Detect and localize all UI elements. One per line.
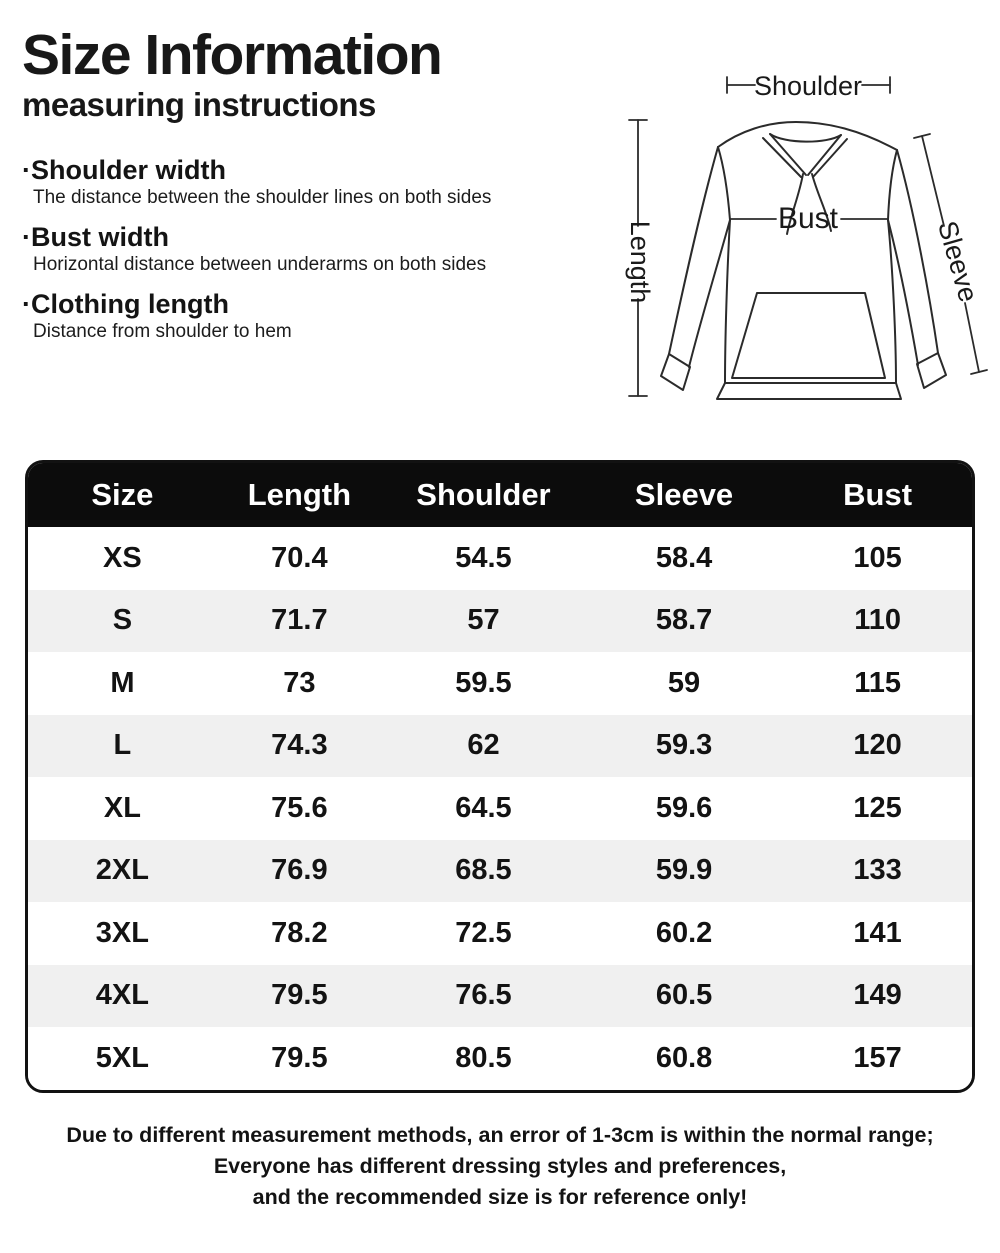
cell-size: 4XL (95, 979, 149, 1012)
instruction-bust-width: ·Bust width Horizontal distance between … (22, 222, 612, 277)
cell-size: S (112, 604, 133, 637)
hoodie-outline (660, 121, 947, 400)
cell-shoulder: 62 (467, 729, 500, 762)
cell-size: XL (103, 791, 141, 824)
bust-label: Bust (778, 202, 839, 235)
cell-shoulder: 64.5 (455, 791, 512, 824)
table-header-row: Size Length Shoulder Sleeve Bust (28, 463, 972, 527)
cell-sleeve: 60.2 (655, 916, 713, 949)
page-subtitle: measuring instructions (22, 86, 376, 124)
sleeve-measure-line (913, 133, 988, 375)
hoodie-drawing: Shoulder Length Sleeve Bus (625, 71, 988, 400)
disclaimer-line: Everyone has different dressing styles a… (213, 1154, 787, 1179)
bullet-glyph: · (22, 222, 31, 253)
size-table: Size Length Shoulder Sleeve Bust XS 70.4… (28, 463, 972, 1090)
instruction-description: Horizontal distance between underarms on… (33, 254, 487, 276)
cell-length: 76.9 (271, 854, 328, 887)
sleeve-label: Sleeve (932, 218, 984, 306)
shoulder-label: Shoulder (754, 71, 862, 101)
cell-sleeve: 58.7 (655, 604, 713, 637)
cell-bust: 133 (853, 854, 902, 887)
column-header-length: Length (216, 463, 382, 527)
bullet-glyph: · (22, 288, 31, 319)
table-row-4xl: 4XL 79.5 76.5 60.5 149 (28, 964, 972, 1027)
disclaimer-line: and the recommended size is for referenc… (252, 1185, 748, 1210)
cell-bust: 125 (853, 791, 902, 824)
disclaimer-line: Due to different measurement methods, an… (66, 1123, 934, 1147)
table-row-5xl: 5XL 79.5 80.5 60.8 157 (28, 1027, 972, 1090)
cell-size: 2XL (95, 854, 149, 887)
measuring-instructions-list: ·Shoulder width The distance between the… (22, 155, 612, 344)
cell-length: 71.7 (271, 604, 328, 637)
cell-bust: 141 (853, 916, 902, 949)
table-row-l: L 74.3 62 59.3 120 (28, 714, 972, 777)
cell-length: 79.5 (271, 1041, 328, 1074)
instruction-term-text: Clothing length (31, 288, 229, 319)
cell-sleeve: 59.6 (655, 791, 713, 824)
cell-size: 3XL (95, 916, 149, 949)
cell-sleeve: 59 (667, 666, 701, 699)
cell-bust: 157 (853, 1041, 902, 1074)
column-header-bust: Bust (783, 463, 972, 527)
cell-shoulder: 57 (467, 604, 500, 637)
cell-length: 70.4 (271, 541, 328, 574)
table-row-xs: XS 70.4 54.5 58.4 105 (28, 527, 972, 590)
cell-shoulder: 72.5 (455, 916, 512, 949)
length-label: Length (625, 221, 655, 304)
cell-size: M (110, 666, 135, 699)
column-header-size: Size (28, 463, 217, 527)
cell-shoulder: 59.5 (455, 666, 512, 699)
cell-bust: 105 (853, 541, 902, 574)
instruction-clothing-length: ·Clothing length Distance from shoulder … (22, 289, 612, 344)
cell-length: 78.2 (271, 916, 328, 949)
cell-sleeve: 60.8 (655, 1041, 713, 1074)
cell-sleeve: 58.4 (655, 541, 713, 574)
cell-shoulder: 54.5 (455, 541, 512, 574)
cell-sleeve: 59.9 (655, 854, 713, 887)
cell-bust: 115 (854, 666, 901, 699)
cell-sleeve: 59.3 (655, 729, 713, 762)
cell-length: 79.5 (271, 979, 328, 1012)
cell-size: 5XL (95, 1041, 149, 1074)
bullet-glyph: · (22, 155, 31, 186)
cell-sleeve: 60.5 (655, 979, 713, 1012)
column-header-sleeve: Sleeve (584, 463, 784, 527)
instruction-description: The distance between the shoulder lines … (33, 187, 492, 209)
instruction-description: Distance from shoulder to hem (33, 321, 292, 342)
cell-shoulder: 80.5 (455, 1041, 512, 1074)
cell-shoulder: 76.5 (455, 979, 512, 1012)
instruction-term: ·Bust width (22, 222, 612, 253)
instruction-term: ·Clothing length (22, 289, 612, 320)
intro-block: Size Information measuring instructions … (22, 23, 612, 356)
hoodie-measurement-diagram: Shoulder Length Sleeve Bus (615, 50, 1000, 435)
cell-bust: 110 (854, 604, 901, 637)
instruction-term-text: Shoulder width (31, 155, 226, 186)
instruction-shoulder-width: ·Shoulder width The distance between the… (22, 155, 612, 210)
length-measure-line (628, 119, 648, 397)
cell-bust: 149 (853, 979, 902, 1012)
cell-bust: 120 (853, 729, 902, 762)
disclaimer-text: Due to different measurement methods, an… (0, 1120, 1000, 1214)
table-row-2xl: 2XL 76.9 68.5 59.9 133 (28, 839, 972, 902)
table-row-s: S 71.7 57 58.7 110 (28, 589, 972, 652)
cell-length: 73 (283, 666, 316, 699)
instruction-term-text: Bust width (31, 222, 169, 253)
cell-shoulder: 68.5 (455, 854, 512, 887)
cell-size: XS (103, 541, 142, 574)
cell-length: 75.6 (271, 791, 328, 824)
table-row-xl: XL 75.6 64.5 59.6 125 (28, 777, 972, 840)
shoulder-measure-line (726, 76, 891, 94)
table-row-m: M 73 59.5 59 115 (28, 652, 972, 715)
cell-size: L (113, 729, 132, 762)
instruction-term: ·Shoulder width (22, 155, 612, 186)
table-row-3xl: 3XL 78.2 72.5 60.2 141 (28, 902, 972, 965)
cell-length: 74.3 (271, 729, 328, 762)
page-title: Size Information (22, 23, 443, 87)
column-header-shoulder: Shoulder (381, 463, 585, 527)
size-table-container: Size Length Shoulder Sleeve Bust XS 70.4… (25, 460, 975, 1093)
